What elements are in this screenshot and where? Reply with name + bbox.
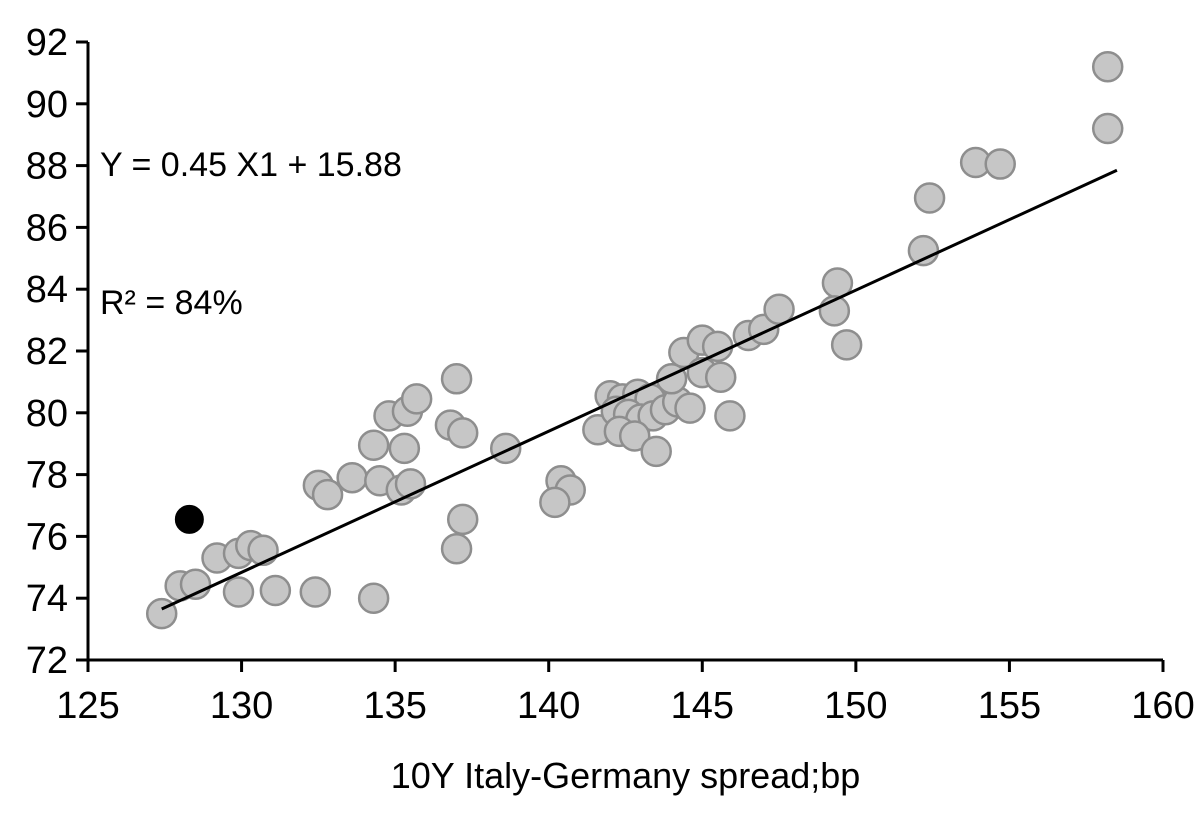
regression-annotation: Y = 0.45 X1 + 15.88 R² = 84% (100, 50, 402, 418)
y-tick-label: 74 (26, 578, 68, 620)
x-tick-label: 125 (56, 685, 119, 727)
data-point (336, 461, 368, 494)
x-tick-label: 130 (210, 685, 273, 727)
regression-equation: Y = 0.45 X1 + 15.88 (100, 146, 402, 184)
data-point (489, 432, 522, 465)
y-tick-label: 92 (26, 22, 68, 64)
data-point (618, 420, 651, 452)
data-point (247, 534, 279, 567)
data-point (913, 182, 946, 214)
data-point (714, 400, 746, 432)
y-tick-label: 90 (26, 84, 68, 126)
y-tick-label: 86 (26, 207, 68, 249)
data-point (388, 432, 421, 465)
data-point (446, 503, 479, 536)
r-squared-label: R² = 84% (100, 284, 243, 322)
data-point (640, 435, 672, 468)
data-point (357, 582, 390, 614)
y-tick-label: 76 (26, 516, 68, 558)
data-point (440, 533, 473, 565)
y-tick-label: 84 (26, 269, 68, 311)
x-tick-label: 135 (363, 685, 426, 727)
x-tick-label: 160 (1131, 685, 1194, 727)
data-point (539, 486, 571, 519)
data-point (830, 329, 863, 361)
data-point (222, 576, 255, 608)
data-point (259, 574, 292, 607)
x-axis-title: 10Y Italy-Germany spread;bp (390, 755, 861, 796)
data-point (446, 417, 479, 449)
data-point (1091, 112, 1124, 145)
x-tick-label: 150 (824, 685, 887, 727)
x-tick-label: 140 (517, 685, 580, 727)
y-tick-label: 82 (26, 331, 68, 373)
y-tick-label: 78 (26, 455, 68, 497)
data-point (984, 148, 1016, 180)
data-point (704, 361, 737, 394)
data-point (907, 234, 940, 267)
y-tick-label: 80 (26, 393, 68, 435)
highlighted-point (174, 504, 204, 534)
data-point (701, 330, 734, 363)
data-point (440, 363, 473, 395)
data-point (400, 383, 433, 415)
data-point (299, 576, 332, 608)
y-tick-label: 72 (26, 640, 68, 682)
data-point (1091, 50, 1124, 83)
data-point (357, 429, 390, 461)
data-point (311, 478, 344, 511)
x-tick-label: 155 (978, 685, 1041, 727)
data-point (674, 392, 706, 424)
trend-line (161, 168, 1118, 611)
y-tick-label: 88 (26, 146, 68, 188)
x-tick-label: 145 (671, 685, 734, 727)
